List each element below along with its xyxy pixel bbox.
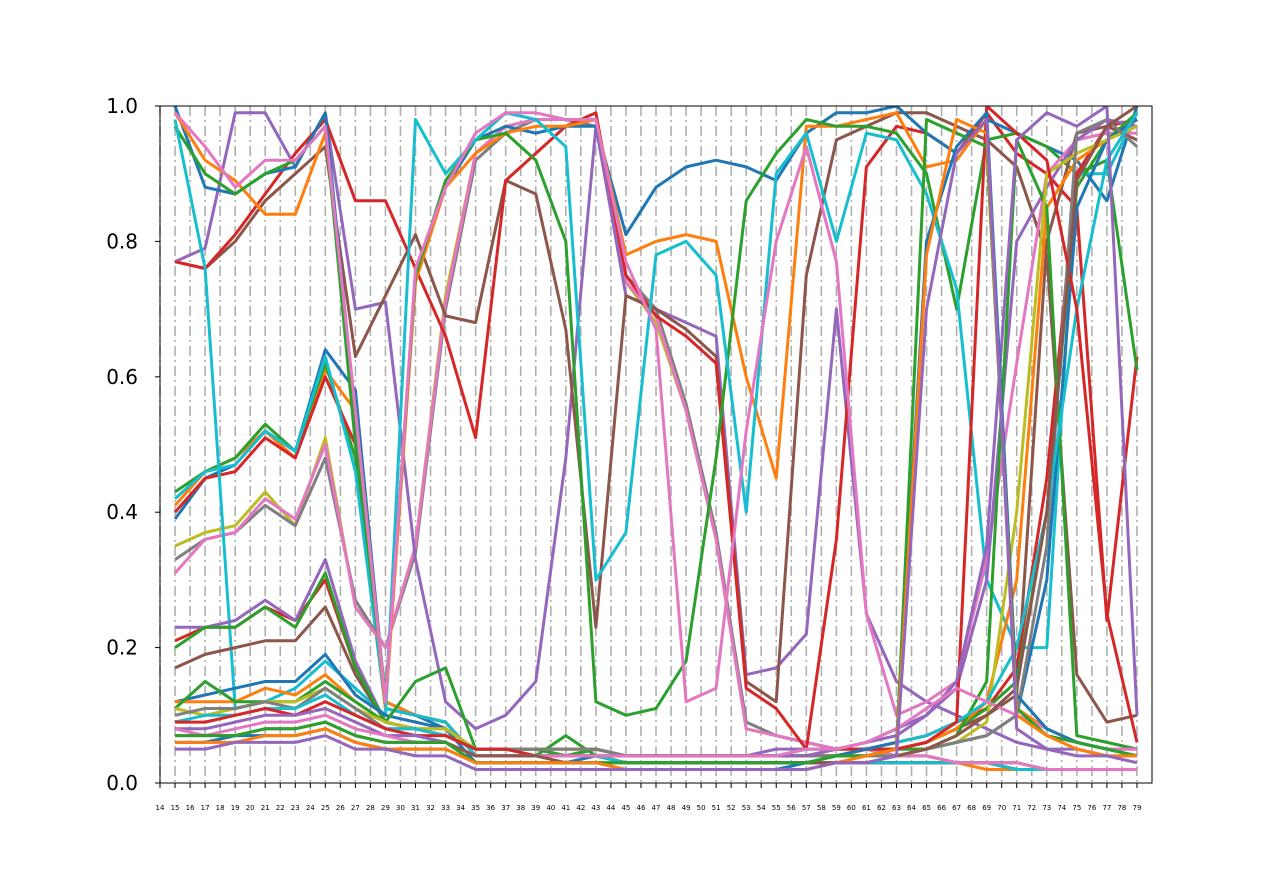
x-tick-label-49: 49 — [682, 804, 691, 812]
x-tick-label-75: 75 — [1072, 804, 1081, 812]
y-tick-label-0.4: 0.4 — [106, 500, 138, 524]
x-axis-ticks: 14 15 16 17 18 19 20 21 22 23 24 25 26 27 28 29 30 31 32 33… — [156, 783, 1142, 812]
x-tick-label-58: 58 — [817, 804, 826, 812]
x-tick-label-62: 62 — [877, 804, 886, 812]
x-tick-label-45: 45 — [621, 804, 630, 812]
y-tick-label-0.6: 0.6 — [106, 365, 138, 389]
x-tick-label-38: 38 — [516, 804, 525, 812]
x-tick-label-18: 18 — [216, 804, 225, 812]
x-tick-label-21: 21 — [261, 804, 270, 812]
x-tick-label-63: 63 — [892, 804, 901, 812]
x-tick-label-40: 40 — [546, 804, 555, 812]
x-tick-label-44: 44 — [606, 804, 615, 812]
x-tick-label-42: 42 — [576, 804, 585, 812]
series-lines — [173, 106, 1139, 771]
x-tick-label-79: 79 — [1133, 804, 1142, 812]
x-tick-label-47: 47 — [652, 804, 661, 812]
x-tick-label-57: 57 — [802, 804, 811, 812]
x-tick-label-36: 36 — [486, 804, 495, 812]
x-tick-label-22: 22 — [276, 804, 285, 812]
x-tick-label-24: 24 — [306, 804, 315, 812]
x-tick-label-35: 35 — [471, 804, 480, 812]
x-tick-label-32: 32 — [426, 804, 435, 812]
x-tick-label-17: 17 — [201, 804, 210, 812]
series-line-s34 — [175, 118, 1138, 771]
series-line-s11 — [174, 111, 1139, 751]
x-tick-label-34: 34 — [456, 804, 465, 812]
x-tick-label-25: 25 — [321, 804, 330, 812]
series-line-s16 — [173, 111, 1137, 717]
x-tick-label-31: 31 — [411, 804, 420, 812]
x-tick-label-67: 67 — [952, 804, 961, 812]
y-tick-label-0.0: 0.0 — [106, 771, 138, 795]
x-tick-label-16: 16 — [186, 804, 195, 812]
x-tick-label-51: 51 — [712, 804, 721, 812]
x-tick-label-71: 71 — [1012, 804, 1021, 812]
x-tick-label-70: 70 — [997, 804, 1006, 812]
x-tick-label-14: 14 — [156, 804, 165, 812]
x-tick-label-64: 64 — [907, 804, 916, 812]
x-tick-label-37: 37 — [501, 804, 510, 812]
x-tick-label-56: 56 — [787, 804, 796, 812]
x-tick-label-69: 69 — [982, 804, 991, 812]
x-tick-label-41: 41 — [561, 804, 570, 812]
x-tick-label-76: 76 — [1087, 804, 1096, 812]
x-tick-label-39: 39 — [531, 804, 540, 812]
x-tick-label-33: 33 — [441, 804, 450, 812]
x-tick-label-28: 28 — [366, 804, 375, 812]
x-tick-label-53: 53 — [742, 804, 751, 812]
x-tick-label-78: 78 — [1117, 804, 1126, 812]
x-tick-label-68: 68 — [967, 804, 976, 812]
x-tick-label-19: 19 — [231, 804, 240, 812]
x-tick-label-59: 59 — [832, 804, 841, 812]
x-tick-label-65: 65 — [922, 804, 931, 812]
x-tick-label-60: 60 — [847, 804, 856, 812]
series-line-s32 — [175, 118, 1138, 765]
x-tick-label-15: 15 — [171, 804, 180, 812]
x-tick-label-27: 27 — [351, 804, 360, 812]
x-tick-label-29: 29 — [381, 804, 390, 812]
x-tick-label-61: 61 — [862, 804, 871, 812]
y-axis-ticks: 0.0 0.2 0.4 0.6 0.8 1.0 — [106, 94, 160, 795]
x-tick-label-74: 74 — [1057, 804, 1066, 812]
series-line-s29 — [174, 686, 1137, 758]
x-tick-label-20: 20 — [246, 804, 255, 812]
y-tick-label-0.2: 0.2 — [106, 636, 138, 660]
x-tick-label-77: 77 — [1102, 804, 1111, 812]
x-tick-label-66: 66 — [937, 804, 946, 812]
x-tick-label-50: 50 — [697, 804, 706, 812]
y-tick-label-0.8: 0.8 — [106, 229, 138, 253]
x-tick-label-26: 26 — [336, 804, 345, 812]
x-tick-label-72: 72 — [1027, 804, 1036, 812]
x-tick-label-43: 43 — [591, 804, 600, 812]
x-tick-label-54: 54 — [757, 804, 766, 812]
x-tick-label-48: 48 — [667, 804, 676, 812]
y-tick-label-1.0: 1.0 — [106, 94, 138, 118]
x-tick-label-55: 55 — [772, 804, 781, 812]
x-tick-label-73: 73 — [1042, 804, 1051, 812]
x-tick-label-52: 52 — [727, 804, 736, 812]
x-tick-label-30: 30 — [396, 804, 405, 812]
x-tick-label-46: 46 — [637, 804, 646, 812]
x-tick-label-23: 23 — [291, 804, 300, 812]
